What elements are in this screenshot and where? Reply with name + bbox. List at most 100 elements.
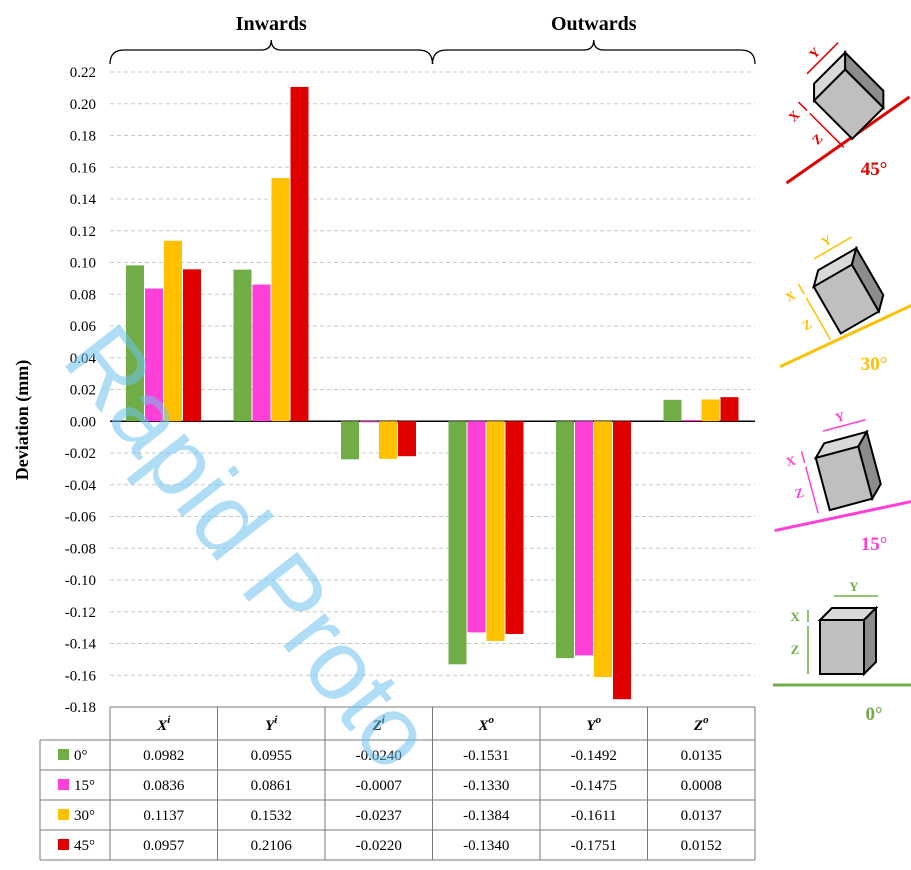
- bar: [252, 284, 271, 422]
- dim-label: X: [783, 287, 799, 305]
- dim-label: Z: [793, 484, 806, 501]
- bar: [575, 421, 593, 656]
- dim-label: Z: [809, 131, 826, 148]
- bar: [233, 269, 252, 422]
- y-tick-label: 0.20: [70, 97, 96, 113]
- legend-label: 0°: [74, 748, 88, 764]
- table-header-cell: Xo: [477, 714, 494, 734]
- y-tick-label: -0.06: [65, 510, 97, 526]
- bar: [271, 178, 290, 422]
- dim-z-line: [805, 297, 832, 340]
- table-cell: -0.1751: [571, 838, 617, 854]
- data-table: Xi Yi Zi Xo Yo Zo 0° 0.0982 0.0955 -0.0240 -0.1531…: [39, 706, 756, 861]
- bar: [701, 399, 720, 422]
- y-tick-label: -0.16: [65, 668, 97, 684]
- orientation-diagram: Y XZ 30°: [779, 232, 911, 375]
- dim-label: Z: [791, 642, 800, 657]
- table-header-cell: Zi: [372, 714, 386, 734]
- cube-icon: YXZ: [790, 579, 879, 677]
- slope-line: [779, 303, 911, 369]
- bar: [720, 397, 739, 422]
- table-header-cell: Zo: [693, 714, 709, 734]
- dim-label: X: [784, 452, 798, 469]
- slope-line: [785, 95, 911, 185]
- table-cell: 0.0982: [143, 748, 184, 764]
- y-tick-label: 0.02: [70, 383, 96, 399]
- y-tick-label: 0.06: [70, 319, 97, 335]
- bar: [682, 419, 701, 422]
- table-cell: -0.1492: [571, 748, 617, 764]
- y-tick-label: 0.10: [70, 256, 96, 272]
- bar: [613, 421, 631, 700]
- angle-label: 30°: [861, 354, 888, 375]
- group-brace: [109, 39, 434, 65]
- bar: [164, 240, 182, 422]
- y-tick-label: 0.08: [70, 287, 96, 303]
- bar: [486, 421, 505, 641]
- y-tick-label: -0.08: [65, 541, 96, 557]
- legend-swatch: [58, 839, 69, 850]
- bar: [126, 265, 144, 422]
- slope-line: [774, 500, 911, 533]
- table-header-cell: Xi: [156, 714, 171, 734]
- dim-label: Y: [833, 408, 847, 425]
- table-cell: 0.0137: [681, 808, 723, 824]
- orientation-diagram: Y X Z 0°: [773, 579, 911, 725]
- legend-label: 30°: [74, 808, 95, 824]
- cube-front: [812, 68, 885, 141]
- table-cell: 0.1137: [143, 808, 184, 824]
- table-cell: -0.0007: [356, 778, 403, 794]
- cube-icon: Y XZ: [783, 232, 885, 340]
- bar: [467, 421, 486, 633]
- cube-front: [814, 445, 874, 512]
- y-tick-label: -0.14: [65, 637, 97, 653]
- dim-x-line: [800, 451, 806, 464]
- dim-y-line: [813, 236, 853, 260]
- bar: [556, 421, 574, 659]
- bar: [505, 421, 524, 634]
- y-axis: 0.22 0.20 0.18 0.16 0.14 0.12 0.10 0.08 0.06 0.04…: [65, 65, 97, 716]
- y-tick-label: 0.16: [70, 160, 97, 176]
- bar: [145, 288, 163, 422]
- group-header-label: Inwards: [236, 13, 307, 35]
- table-cell: -0.0237: [356, 808, 403, 824]
- cube-side: [863, 605, 877, 677]
- dim-label: Y: [849, 579, 859, 594]
- legend-label: 45°: [74, 838, 95, 854]
- y-tick-label: 0.18: [70, 129, 96, 145]
- y-tick-label: -0.12: [65, 605, 96, 621]
- angle-label: 15°: [861, 534, 888, 555]
- dim-label: Y: [819, 232, 835, 250]
- orientation-diagram: Y XZ 15°: [774, 408, 911, 555]
- bar: [183, 269, 201, 422]
- cube-icon: YXZ: [785, 42, 885, 148]
- bar: [398, 421, 416, 457]
- y-tick-label: -0.04: [65, 478, 97, 494]
- y-tick-label: 0.14: [70, 192, 97, 208]
- y-tick-label: 0.00: [70, 414, 96, 430]
- table-cell: -0.1384: [463, 808, 510, 824]
- table-cell: 0.0152: [681, 838, 722, 854]
- y-tick-label: -0.18: [65, 700, 96, 716]
- bar: [341, 421, 359, 460]
- bars: [126, 86, 739, 700]
- y-tick-label: 0.22: [70, 65, 96, 81]
- bar: [379, 421, 397, 459]
- table-cell: -0.1611: [571, 808, 617, 824]
- cube-front: [812, 263, 881, 335]
- table-cell: -0.1330: [463, 778, 509, 794]
- bar: [594, 421, 612, 677]
- orientation-diagram: YXZ 45°: [785, 42, 911, 185]
- dim-y-line: [806, 42, 839, 75]
- dim-label: X: [785, 107, 803, 125]
- table-cell: -0.0220: [356, 838, 402, 854]
- angle-label: 0°: [865, 704, 882, 725]
- dim-label: Z: [799, 316, 814, 333]
- dim-x-line: [797, 283, 806, 295]
- cube-icon: Y XZ: [784, 408, 882, 514]
- table-cell: 0.1532: [251, 808, 292, 824]
- y-tick-label: 0.12: [70, 224, 96, 240]
- legend-label: 15°: [74, 778, 95, 794]
- group-headers: Inwards Outwards: [109, 13, 756, 65]
